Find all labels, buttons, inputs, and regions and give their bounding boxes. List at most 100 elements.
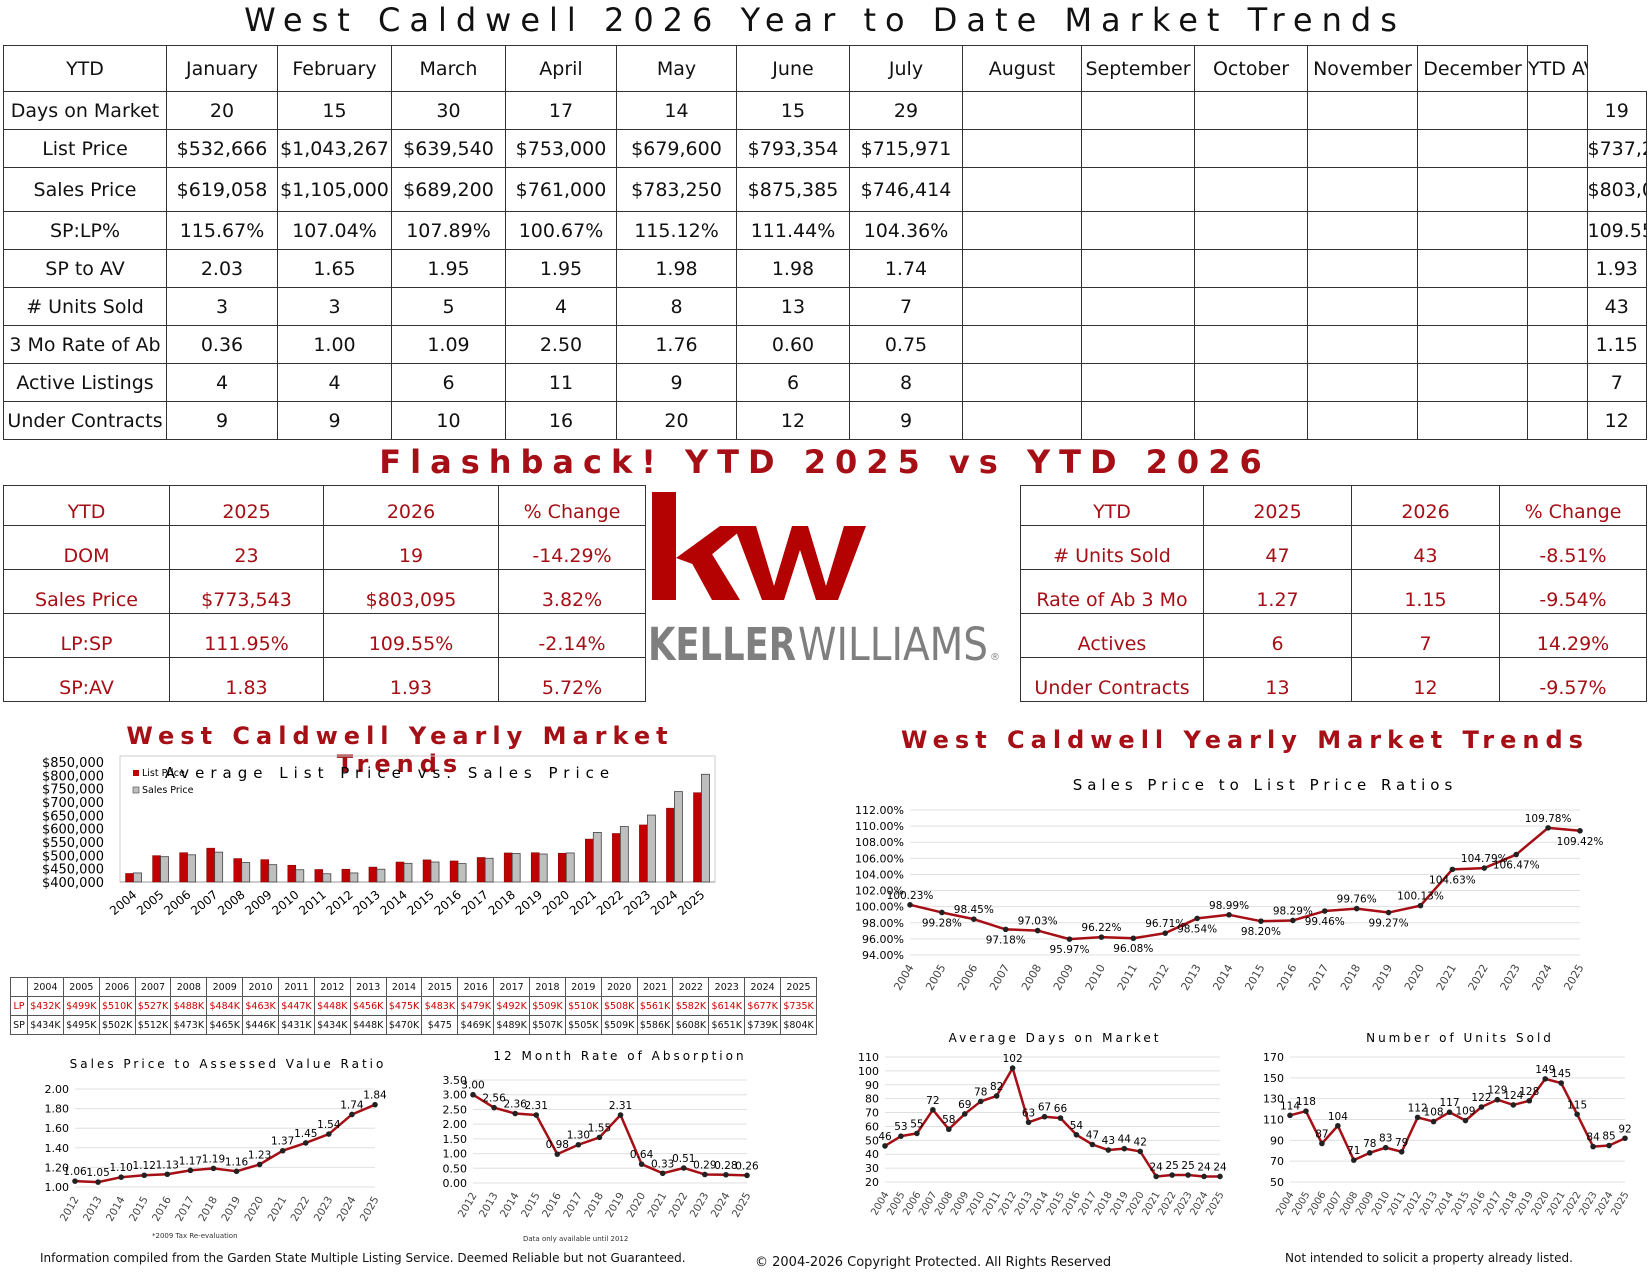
x-tick-label: 2020 bbox=[624, 1191, 648, 1220]
table-cell: 47 bbox=[1203, 525, 1352, 570]
data-point bbox=[1121, 1145, 1128, 1152]
data-point bbox=[1201, 1173, 1207, 1180]
table-cell: 17 bbox=[505, 91, 617, 130]
data-point bbox=[1185, 1172, 1191, 1178]
data-point bbox=[279, 1147, 286, 1154]
table-cell bbox=[1194, 211, 1308, 250]
y-tick-label: 60 bbox=[865, 1120, 879, 1133]
chart-title: Sales Price to List Price Ratios bbox=[1073, 776, 1458, 794]
y-tick-label: 1.50 bbox=[443, 1133, 468, 1146]
table-cell: -2.14% bbox=[498, 613, 646, 658]
y-tick-label: $850,000 bbox=[42, 756, 104, 771]
table-cell: Actives bbox=[1020, 613, 1204, 658]
data-label: 71 bbox=[1347, 1145, 1360, 1157]
sp-cell: $509K bbox=[600, 1015, 638, 1035]
data-point bbox=[930, 1106, 936, 1113]
table-cell bbox=[1307, 211, 1418, 250]
sp-cell: $434K bbox=[27, 1015, 64, 1035]
sp-lp-ratio-chart: Sales Price to List Price Ratios 94.00% 96… bbox=[855, 776, 1604, 993]
data-point bbox=[1089, 1141, 1096, 1148]
y-tick-label: 20 bbox=[865, 1176, 879, 1189]
column-header: 2025 bbox=[1203, 485, 1352, 526]
table-cell: 9 bbox=[849, 401, 963, 440]
bar-sales-price bbox=[295, 869, 305, 883]
table-row: LP:SP 111.95% 109.55% -2.14% bbox=[3, 613, 646, 658]
x-tick-label: 2021 bbox=[646, 1191, 670, 1220]
table-cell: 12 bbox=[736, 401, 850, 440]
bar-list-price bbox=[612, 833, 621, 883]
data-label: 109 bbox=[1455, 1106, 1475, 1118]
data-label: 96.08% bbox=[1113, 943, 1153, 955]
table-cell: 7 bbox=[849, 287, 963, 326]
table-cell bbox=[1307, 287, 1418, 326]
row-label: Under Contracts bbox=[3, 401, 167, 440]
bar-list-price bbox=[179, 852, 188, 883]
table-cell: $793,354 bbox=[736, 129, 850, 168]
data-label: 2.31 bbox=[525, 1100, 548, 1112]
row-label: # Units Sold bbox=[3, 287, 167, 326]
data-label: 115 bbox=[1567, 1099, 1587, 1111]
x-tick-label: 2025 bbox=[675, 888, 707, 918]
x-tick-label: 2021 bbox=[266, 1195, 290, 1224]
y-tick-label: 40 bbox=[865, 1148, 879, 1161]
table-cell: 1.00 bbox=[277, 325, 392, 364]
data-point bbox=[596, 1134, 603, 1141]
y-tick-label: 106.00% bbox=[855, 852, 904, 865]
table-cell: 1.93 bbox=[323, 657, 499, 702]
column-header: January bbox=[166, 45, 278, 92]
lp-cell: $510K bbox=[98, 996, 136, 1016]
data-label: 109.42% bbox=[1557, 836, 1604, 848]
year-cell: 2009 bbox=[206, 977, 244, 997]
x-tick-label: 2012 bbox=[58, 1195, 82, 1224]
column-header: 2026 bbox=[1351, 485, 1500, 526]
bar-sales-price bbox=[484, 857, 494, 883]
data-point bbox=[1590, 1143, 1596, 1150]
bar-sales-price bbox=[592, 832, 602, 883]
x-tick-label: 2016 bbox=[1274, 962, 1299, 993]
table-cell: 111.44% bbox=[736, 211, 850, 250]
year-cell: 2025 bbox=[780, 977, 817, 997]
table-cell: LP:SP bbox=[3, 613, 170, 658]
column-header: March bbox=[391, 45, 506, 92]
x-tick-label: 2025 bbox=[358, 1195, 382, 1224]
series-line bbox=[1289, 1077, 1626, 1162]
table-cell bbox=[1417, 249, 1528, 288]
table-row: DOM 23 19 -14.29% bbox=[3, 525, 646, 570]
table-cell: 1.76 bbox=[616, 325, 737, 364]
table-cell: -8.51% bbox=[1499, 525, 1647, 570]
x-tick-label: 2024 bbox=[648, 888, 680, 918]
absorption-chart: 12 Month Rate of Absorption 0.00 0.501.00 1… bbox=[443, 1049, 760, 1243]
data-point bbox=[1290, 917, 1296, 924]
table-cell bbox=[1417, 211, 1528, 250]
data-label: 99.28% bbox=[922, 917, 962, 929]
table-cell bbox=[1194, 363, 1308, 402]
ytd-avg-cell: 12 bbox=[1586, 401, 1647, 440]
x-tick-label: 2019 bbox=[513, 888, 545, 918]
data-point bbox=[1478, 1104, 1485, 1110]
table-cell bbox=[962, 249, 1082, 288]
bar-list-price bbox=[206, 847, 215, 883]
x-tick-label: 2024 bbox=[709, 1190, 733, 1219]
data-label: 54 bbox=[1070, 1120, 1084, 1132]
x-tick-label: 2006 bbox=[161, 888, 193, 918]
lp-cell: $484K bbox=[206, 996, 244, 1016]
table-cell: 9 bbox=[616, 363, 737, 402]
y-tick-label: 1.00 bbox=[443, 1148, 468, 1161]
table-cell: $803,095 bbox=[323, 569, 499, 614]
y-tick-label: 70 bbox=[865, 1107, 879, 1120]
row-label: 3 Mo Rate of Ab bbox=[3, 325, 167, 364]
x-tick-label: 2025 bbox=[730, 1191, 754, 1220]
table-cell: 111.95% bbox=[169, 613, 324, 658]
data-label: 106.47% bbox=[1493, 860, 1540, 872]
data-point bbox=[971, 916, 977, 922]
table-cell bbox=[1307, 129, 1418, 168]
series-line bbox=[74, 1103, 376, 1184]
x-tick-label: 2007 bbox=[987, 962, 1012, 993]
data-label: 1.37 bbox=[271, 1136, 294, 1148]
table-cell bbox=[1417, 363, 1528, 402]
y-tick-label: 0.50 bbox=[443, 1162, 468, 1175]
year-cell: 2019 bbox=[564, 977, 602, 997]
lp-cell: $614K bbox=[708, 996, 746, 1016]
data-label: 83 bbox=[1379, 1133, 1392, 1145]
data-point bbox=[1217, 1173, 1223, 1180]
